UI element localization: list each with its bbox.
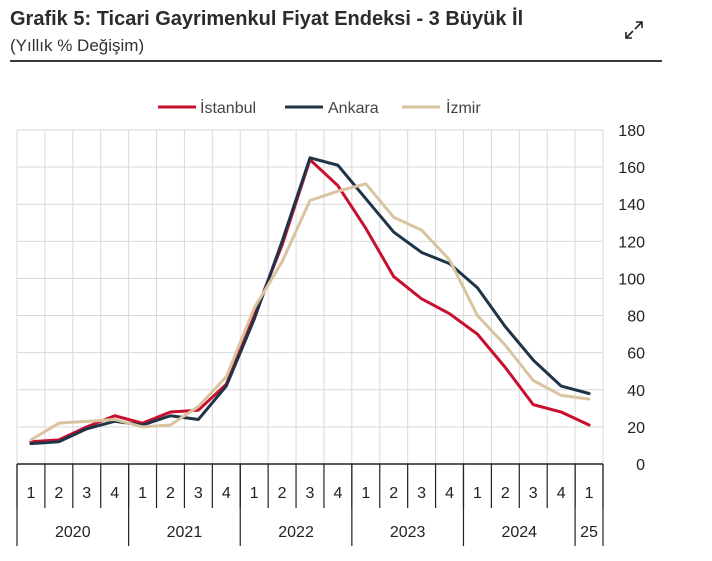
y-tick-label: 140 — [618, 197, 645, 214]
y-tick-label: 40 — [627, 383, 645, 400]
chart-title: Grafik 5: Ticari Gayrimenkul Fiyat Endek… — [10, 8, 524, 30]
year-label: 2024 — [501, 524, 537, 541]
quarter-label: 4 — [557, 485, 566, 502]
quarter-label: 4 — [445, 485, 454, 502]
chart-series — [29, 156, 591, 446]
quarter-label: 3 — [82, 485, 91, 502]
year-label: 25 — [580, 524, 598, 541]
legend-label: İstanbul — [200, 98, 256, 117]
quarter-label: 3 — [194, 485, 203, 502]
quarter-label: 1 — [473, 485, 482, 502]
quarter-label: 1 — [26, 485, 35, 502]
legend-label: Ankara — [328, 100, 379, 117]
quarter-label: 1 — [250, 485, 259, 502]
y-tick-label: 20 — [627, 420, 645, 437]
y-tick-label: 0 — [636, 457, 645, 474]
y-tick-label: 160 — [618, 160, 645, 177]
y-tick-label: 180 — [618, 123, 645, 140]
year-label: 2021 — [167, 524, 203, 541]
year-label: 2020 — [55, 524, 91, 541]
quarter-label: 3 — [417, 485, 426, 502]
expand-icon[interactable] — [622, 18, 646, 42]
quarter-label: 2 — [166, 485, 175, 502]
y-tick-label: 80 — [627, 309, 645, 326]
quarter-label: 1 — [138, 485, 147, 502]
quarter-label: 2 — [278, 485, 287, 502]
chart-grid — [16, 129, 604, 465]
y-tick-label: 60 — [627, 346, 645, 363]
quarter-label: 3 — [306, 485, 315, 502]
quarter-label: 1 — [361, 485, 370, 502]
year-label: 2023 — [390, 524, 426, 541]
quarter-label: 3 — [529, 485, 538, 502]
quarter-label: 1 — [585, 485, 594, 502]
quarter-label: 2 — [501, 485, 510, 502]
chart-legend: İstanbul Ankara İzmir — [158, 98, 481, 117]
title-underline — [10, 60, 662, 62]
y-axis: 0 20 40 60 80 100 120 140 160 180 — [618, 123, 645, 474]
quarter-label: 4 — [333, 485, 342, 502]
quarter-label: 4 — [222, 485, 231, 502]
quarter-label: 4 — [110, 485, 119, 502]
series-line-izmir — [29, 182, 591, 442]
y-tick-label: 100 — [618, 271, 645, 288]
y-tick-label: 120 — [618, 234, 645, 251]
quarter-label: 2 — [389, 485, 398, 502]
quarter-label: 2 — [54, 485, 63, 502]
legend-label: İzmir — [446, 98, 481, 117]
x-axis: 1 2 3 4 1 2 3 4 1 2 3 4 1 2 3 4 1 2 3 4 1 2020 2021 2022 2023 202… — [16, 463, 604, 546]
chart-subtitle: (Yıllık % Değişim) — [10, 36, 145, 55]
year-label: 2022 — [278, 524, 314, 541]
